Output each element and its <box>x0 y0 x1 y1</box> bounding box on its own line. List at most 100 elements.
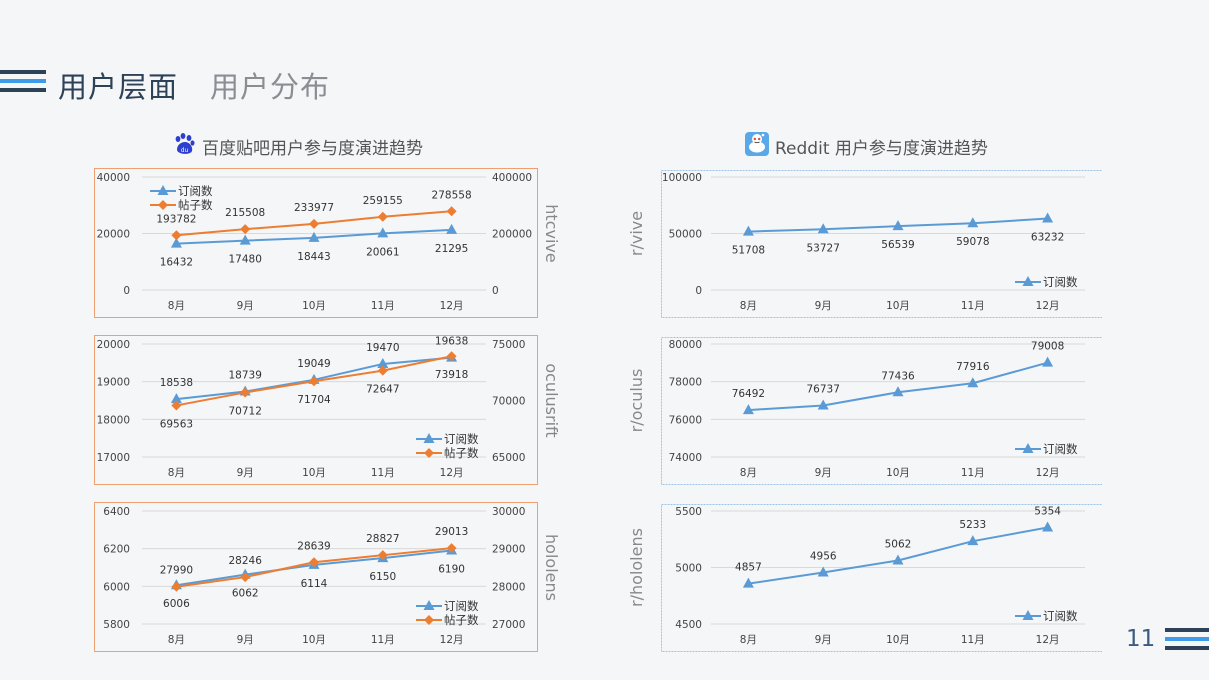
y-tick-label: 50000 <box>669 229 702 241</box>
data-label: 5233 <box>959 519 986 531</box>
y2-tick-label: 30000 <box>492 506 525 518</box>
data-point <box>817 223 829 234</box>
legend-marker <box>423 433 435 443</box>
x-tick-label: 12月 <box>1036 300 1060 312</box>
legend-marker <box>158 200 168 210</box>
data-point <box>817 566 829 577</box>
y-tick-label: 20000 <box>97 339 130 351</box>
data-label: 18443 <box>297 251 330 263</box>
x-tick-label: 11月 <box>961 634 985 646</box>
legend-label: 订阅数 <box>1043 275 1078 289</box>
y2-tick-label: 28000 <box>492 581 525 593</box>
y-tick-label: 40000 <box>97 172 130 184</box>
data-point <box>240 572 251 583</box>
svg-text:du: du <box>181 147 189 154</box>
x-tick-label: 8月 <box>168 634 185 646</box>
data-point <box>377 365 388 376</box>
data-label: 28827 <box>366 533 399 545</box>
x-tick-label: 10月 <box>886 634 910 646</box>
x-tick-label: 11月 <box>371 467 395 479</box>
data-label: 29013 <box>435 526 468 538</box>
data-point <box>240 224 251 235</box>
data-point <box>240 387 251 398</box>
data-label: 215508 <box>225 207 265 219</box>
data-label: 6150 <box>369 571 396 583</box>
data-label: 77916 <box>956 361 990 373</box>
y-tick-label: 6400 <box>103 506 130 518</box>
y-tick-label: 19000 <box>97 377 130 389</box>
y-tick-label: 4500 <box>675 619 702 631</box>
legend-label: 订阅数 <box>1043 609 1078 623</box>
x-tick-label: 11月 <box>961 300 985 312</box>
data-label: 19638 <box>435 336 468 348</box>
side-label: r/oculus <box>630 369 646 433</box>
y-tick-label: 5800 <box>103 619 130 631</box>
data-point <box>967 377 979 388</box>
side-label: oculusrift <box>542 363 561 437</box>
y-tick-label: 76000 <box>669 414 702 426</box>
x-tick-label: 9月 <box>815 634 832 646</box>
data-point <box>446 543 457 554</box>
y2-tick-label: 0 <box>492 285 499 297</box>
chart-frame <box>94 502 538 652</box>
x-tick-label: 9月 <box>237 300 254 312</box>
x-tick-label: 12月 <box>440 300 464 312</box>
y-tick-label: 0 <box>123 285 130 297</box>
reddit-section-title: Reddit 用户参与度演进趋势 <box>745 132 988 161</box>
legend-label: 订阅数 <box>178 184 213 198</box>
x-tick-label: 10月 <box>302 300 326 312</box>
data-label: 6006 <box>163 598 190 610</box>
data-label: 70712 <box>228 405 261 417</box>
data-point <box>967 535 979 546</box>
data-label: 28639 <box>297 540 330 552</box>
x-tick-label: 9月 <box>237 467 254 479</box>
data-point <box>446 351 457 362</box>
y-tick-label: 6000 <box>103 581 130 593</box>
data-label: 79008 <box>1031 341 1064 353</box>
side-label: hololens <box>542 534 561 601</box>
oculusrift-chart: 17000 18000 19000 20000 65000 70000 75000 8月 9月 1… <box>94 335 561 485</box>
data-point <box>742 577 754 588</box>
legend-marker <box>1022 276 1034 286</box>
x-tick-label: 12月 <box>1036 634 1060 646</box>
x-tick-label: 12月 <box>440 634 464 646</box>
legend-label: 帖子数 <box>444 446 479 460</box>
y-tick-label: 5500 <box>675 506 702 518</box>
data-point <box>1042 356 1054 367</box>
legend-label: 订阅数 <box>444 599 479 613</box>
side-label: r/hololens <box>630 528 646 607</box>
reddit-alien-icon <box>745 132 769 161</box>
data-point <box>171 581 182 592</box>
page-title: 用户层面 <box>58 70 179 104</box>
chart-frame <box>661 337 1102 485</box>
side-label: htcvive <box>542 204 561 262</box>
data-label: 28246 <box>228 555 262 567</box>
data-point <box>446 206 457 217</box>
data-label: 53727 <box>806 242 839 254</box>
legend-label: 帖子数 <box>178 198 213 212</box>
data-label: 193782 <box>156 213 196 225</box>
data-label: 59078 <box>956 236 989 248</box>
r-oculus-chart: 74000 76000 78000 80000 8月 9月 10月 11月 12月 r/oculu… <box>630 337 1102 485</box>
y2-tick-label: 400000 <box>492 172 532 184</box>
data-label: 17480 <box>228 254 261 266</box>
data-label: 18538 <box>160 377 193 389</box>
data-label: 19049 <box>297 358 330 370</box>
data-point <box>171 230 182 241</box>
data-label: 56539 <box>881 239 914 251</box>
data-label: 18739 <box>228 369 261 381</box>
data-label: 71704 <box>297 394 331 406</box>
x-tick-label: 8月 <box>740 634 757 646</box>
data-point <box>377 227 389 238</box>
footer-stripe-1 <box>1165 628 1209 632</box>
baidu-section-title: du 百度贴吧用户参与度演进趋势 <box>172 132 423 161</box>
data-point <box>446 223 458 234</box>
reddit-section-title-text: Reddit 用户参与度演进趋势 <box>775 139 988 159</box>
x-tick-label: 10月 <box>302 467 326 479</box>
y-tick-label: 74000 <box>669 452 702 464</box>
data-point <box>892 386 904 397</box>
footer-stripe-3 <box>1165 646 1209 650</box>
y-tick-label: 78000 <box>669 377 702 389</box>
x-tick-label: 12月 <box>440 467 464 479</box>
